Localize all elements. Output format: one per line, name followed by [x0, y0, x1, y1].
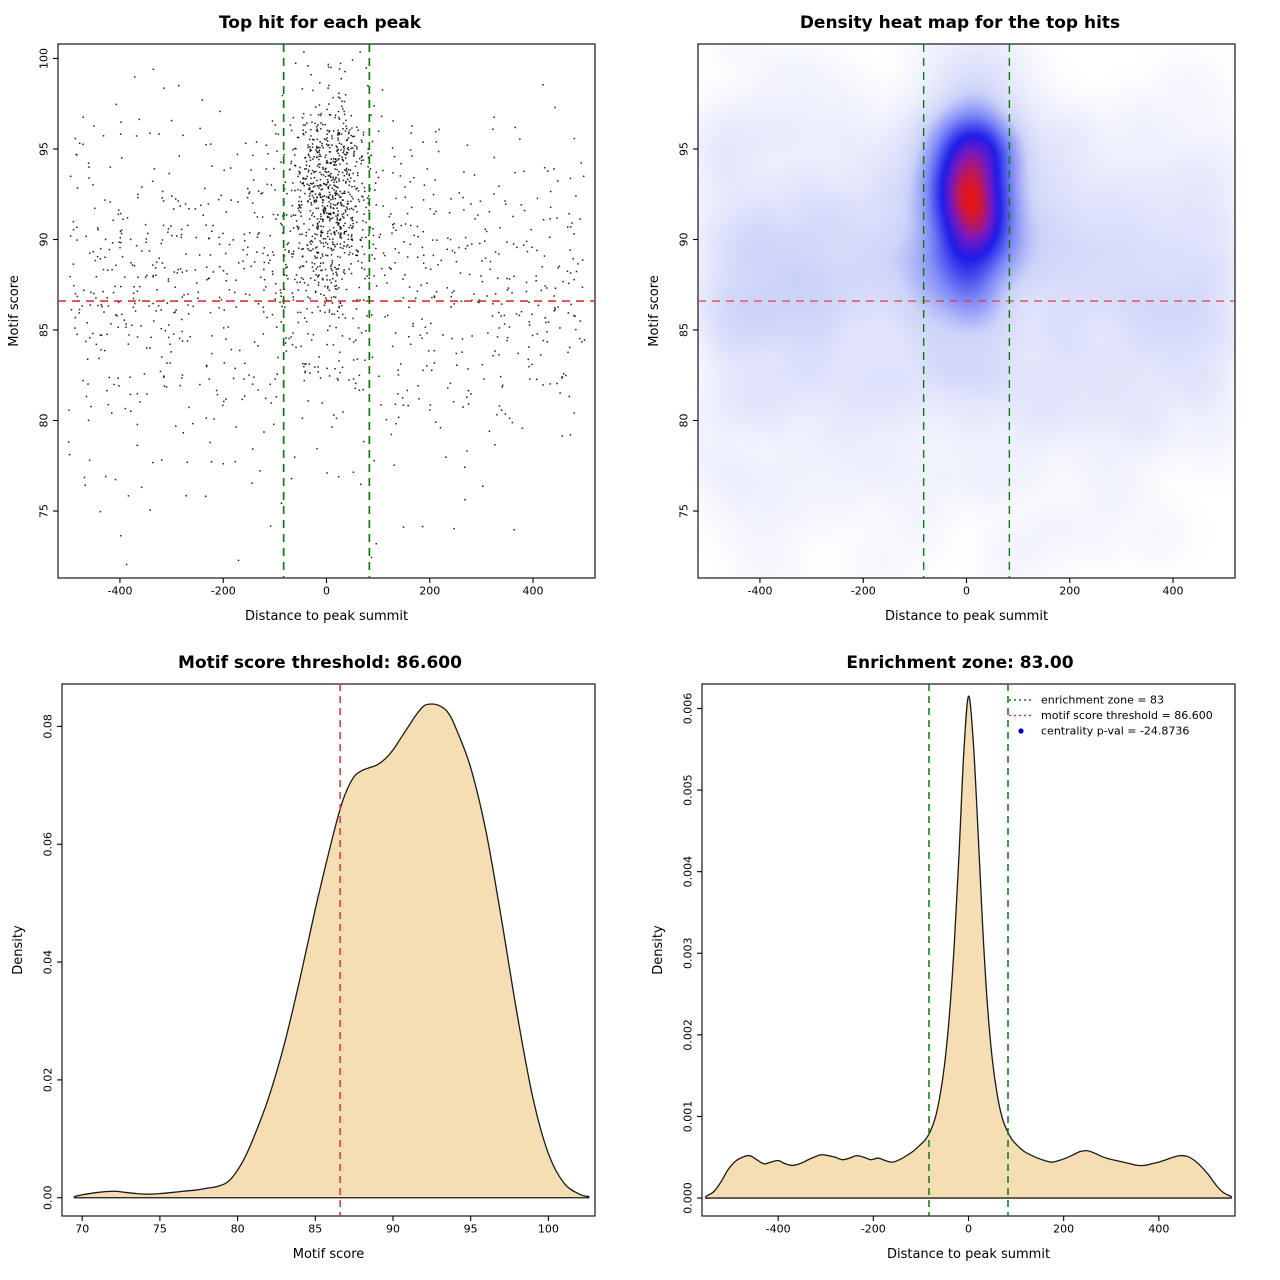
heatmap-plot-canvas — [640, 0, 1280, 640]
distance-density-canvas — [640, 640, 1280, 1280]
panel-scatter: Top hit for each peak — [0, 0, 640, 640]
score-density-canvas — [0, 640, 640, 1280]
scatter-plot-canvas — [0, 0, 640, 640]
panel-heatmap: Density heat map for the top hits — [640, 0, 1280, 640]
panel-distance-density: Enrichment zone: 83.00 — [640, 640, 1280, 1280]
panel-score-density: Motif score threshold: 86.600 — [0, 640, 640, 1280]
heatmap-title: Density heat map for the top hits — [799, 13, 1121, 33]
score-density-title: Motif score threshold: 86.600 — [178, 653, 462, 673]
scatter-title: Top hit for each peak — [218, 13, 422, 33]
distance-density-title: Enrichment zone: 83.00 — [846, 653, 1074, 673]
